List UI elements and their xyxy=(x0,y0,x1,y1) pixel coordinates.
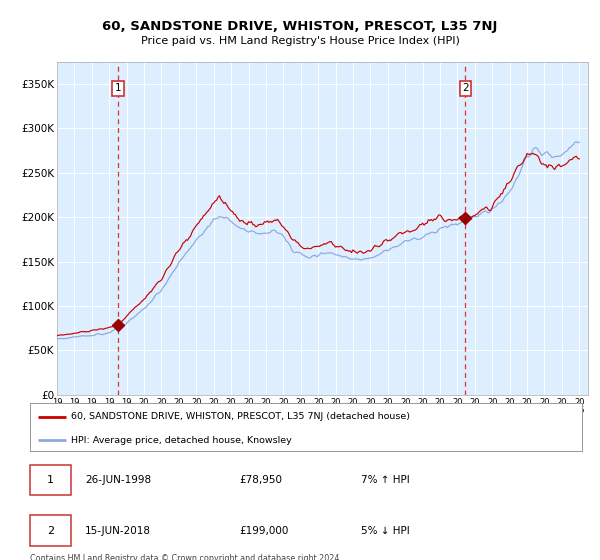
Text: 60, SANDSTONE DRIVE, WHISTON, PRESCOT, L35 7NJ: 60, SANDSTONE DRIVE, WHISTON, PRESCOT, L… xyxy=(103,20,497,32)
FancyBboxPatch shape xyxy=(30,515,71,545)
Text: £78,950: £78,950 xyxy=(240,475,283,485)
Text: 15-JUN-2018: 15-JUN-2018 xyxy=(85,526,151,535)
Text: 2: 2 xyxy=(462,83,469,94)
Text: 1: 1 xyxy=(47,475,54,485)
Text: 2: 2 xyxy=(47,526,54,535)
Text: Contains HM Land Registry data © Crown copyright and database right 2024.
This d: Contains HM Land Registry data © Crown c… xyxy=(30,554,342,560)
Text: 60, SANDSTONE DRIVE, WHISTON, PRESCOT, L35 7NJ (detached house): 60, SANDSTONE DRIVE, WHISTON, PRESCOT, L… xyxy=(71,412,410,421)
Text: 26-JUN-1998: 26-JUN-1998 xyxy=(85,475,151,485)
Text: 5% ↓ HPI: 5% ↓ HPI xyxy=(361,526,410,535)
Text: 1: 1 xyxy=(115,83,121,94)
Text: HPI: Average price, detached house, Knowsley: HPI: Average price, detached house, Know… xyxy=(71,436,292,445)
Text: 7% ↑ HPI: 7% ↑ HPI xyxy=(361,475,410,485)
Text: Price paid vs. HM Land Registry's House Price Index (HPI): Price paid vs. HM Land Registry's House … xyxy=(140,36,460,46)
Text: £199,000: £199,000 xyxy=(240,526,289,535)
FancyBboxPatch shape xyxy=(30,465,71,496)
